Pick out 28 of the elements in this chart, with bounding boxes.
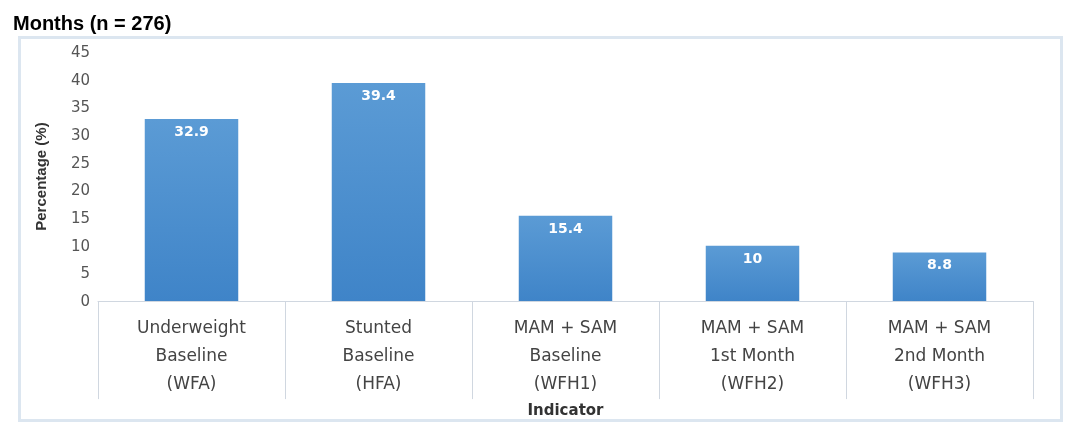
data-label: 15.4 (548, 219, 584, 236)
y-tick-label: 45 (70, 43, 90, 61)
bar (518, 215, 613, 302)
y-tick-label: 20 (70, 181, 90, 200)
y-tick-label: 5 (80, 264, 90, 283)
data-label: 10 (742, 249, 763, 266)
y-tick-label: 25 (70, 153, 90, 172)
y-tick-label: 30 (70, 126, 90, 145)
bar (144, 118, 239, 302)
data-label: 32.9 (174, 122, 209, 139)
x-tick-label: Underweight Baseline (WFA) (137, 317, 247, 394)
bar (705, 245, 800, 302)
bar (331, 83, 426, 302)
x-tick-label: MAM + SAM 1st Month (WFH2) (700, 317, 805, 394)
x-axis-title: Indicator (527, 400, 605, 419)
x-tick-label: MAM + SAM Baseline (WFH1) (513, 317, 618, 394)
chart-title: Months (n = 276) (13, 12, 172, 34)
y-tick-label: 40 (70, 70, 90, 89)
data-label: 8.8 (927, 256, 952, 273)
bar (892, 252, 987, 302)
x-tick-label: MAM + SAM 2nd Month (WFH3) (887, 317, 992, 394)
y-axis-title: Percentage (%) (32, 122, 49, 231)
data-label: 39.4 (361, 87, 397, 103)
y-tick-label: 10 (70, 236, 90, 255)
x-tick-label: Stunted Baseline (HFA) (342, 317, 415, 394)
y-tick-label: 0 (80, 292, 90, 311)
y-tick-label: 35 (70, 98, 90, 117)
y-tick-label: 15 (70, 209, 90, 228)
